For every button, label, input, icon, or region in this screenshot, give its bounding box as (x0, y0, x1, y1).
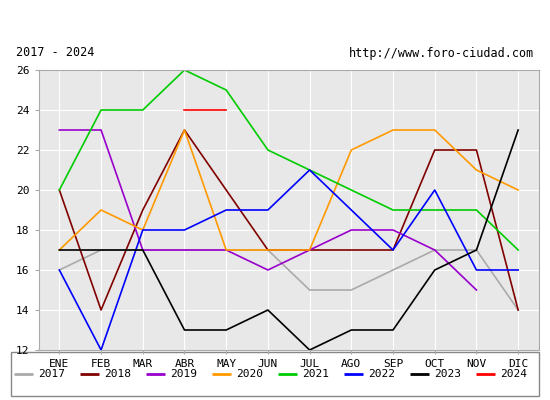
Text: 2022: 2022 (368, 369, 395, 379)
Text: 2020: 2020 (236, 369, 263, 379)
Text: Evolucion del paro registrado en Sant Mateu de Bages: Evolucion del paro registrado en Sant Ma… (38, 12, 512, 26)
Text: 2024: 2024 (500, 369, 527, 379)
Text: 2018: 2018 (104, 369, 131, 379)
Text: 2019: 2019 (170, 369, 197, 379)
Text: 2017 - 2024: 2017 - 2024 (16, 46, 95, 60)
Text: 2017: 2017 (38, 369, 65, 379)
Text: 2023: 2023 (434, 369, 461, 379)
Text: 2021: 2021 (302, 369, 329, 379)
Text: http://www.foro-ciudad.com: http://www.foro-ciudad.com (349, 46, 534, 60)
